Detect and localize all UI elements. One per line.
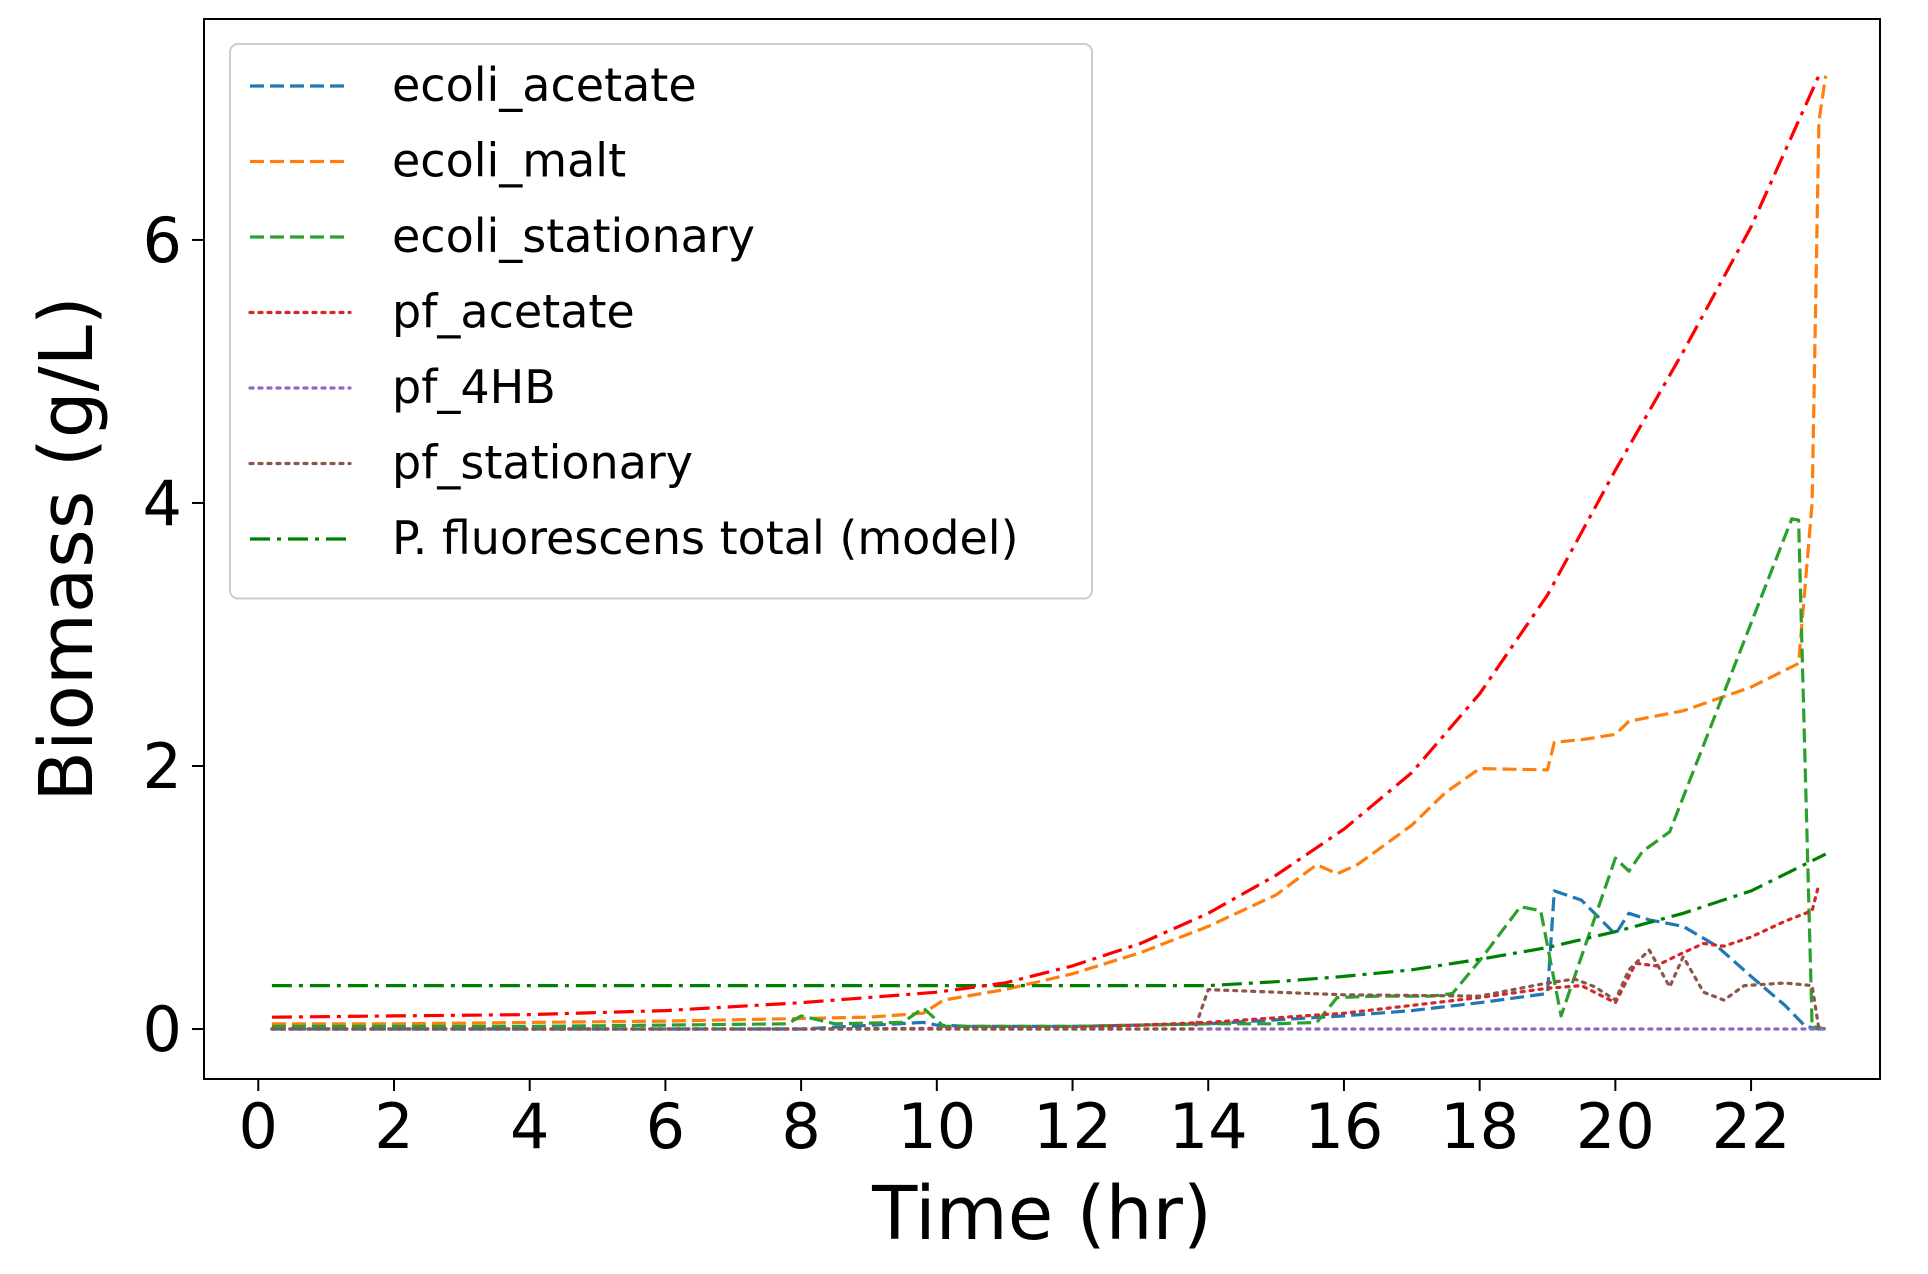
legend-box [229, 43, 1093, 600]
y-tick-label: 0 [143, 993, 182, 1066]
y-axis-label: Biomass (g/L) [24, 296, 110, 802]
legend-label-ecoli-malt: ecoli_malt [392, 134, 626, 188]
series-line-ecoli-malt [271, 75, 1828, 1026]
series-line-pf-acetate [270, 882, 1821, 1031]
y-tick-label: 6 [143, 204, 182, 277]
series-line-ecoli-stationary [271, 517, 1827, 1031]
x-tick-label: 20 [1576, 1090, 1655, 1163]
x-tick-label: 6 [646, 1090, 685, 1163]
plot-area-frame [203, 18, 1881, 1080]
y-tick-label: 4 [143, 467, 182, 540]
x-tick-label: 2 [374, 1090, 413, 1163]
x-tick-label: 4 [510, 1090, 549, 1163]
x-tick-label: 12 [1033, 1090, 1112, 1163]
axis-ticks: 0 2 4 6 8 10 12 14 16 18 20 22 0 2 4 6 [143, 204, 1791, 1163]
x-tick-label: 0 [239, 1090, 278, 1163]
x-tick-label: 14 [1169, 1090, 1248, 1163]
series-line-pf-stationary [270, 948, 1821, 1031]
series-line-unlabeled-7 [271, 74, 1821, 1019]
legend-label-pf-stationary: pf_stationary [392, 436, 693, 490]
legend: ecoli_acetate ecoli_malt ecoli_stationaryp… [229, 43, 1093, 600]
x-tick-label: 18 [1440, 1090, 1519, 1163]
x-axis-label: Time (hr) [871, 1171, 1212, 1257]
legend-label-ecoli-acetate: ecoli_acetate [392, 58, 697, 112]
series-lines [270, 74, 1828, 1031]
legend-label-p-fluorescens-total-model: P. fluorescens total (model) [392, 511, 1019, 565]
y-tick-label: 2 [143, 730, 182, 803]
x-tick-label: 8 [781, 1090, 820, 1163]
legend-label-ecoli-stationary: ecoli_stationary [392, 209, 755, 263]
legend-label-pf-4hb: pf_4HB [392, 360, 556, 414]
legend-label-pf-acetate: pf_acetate [392, 285, 635, 339]
x-tick-label: 10 [897, 1090, 976, 1163]
x-tick-label: 22 [1712, 1090, 1791, 1163]
x-tick-label: 16 [1304, 1090, 1383, 1163]
series-line-p-fluorescens-total-model [271, 852, 1827, 988]
